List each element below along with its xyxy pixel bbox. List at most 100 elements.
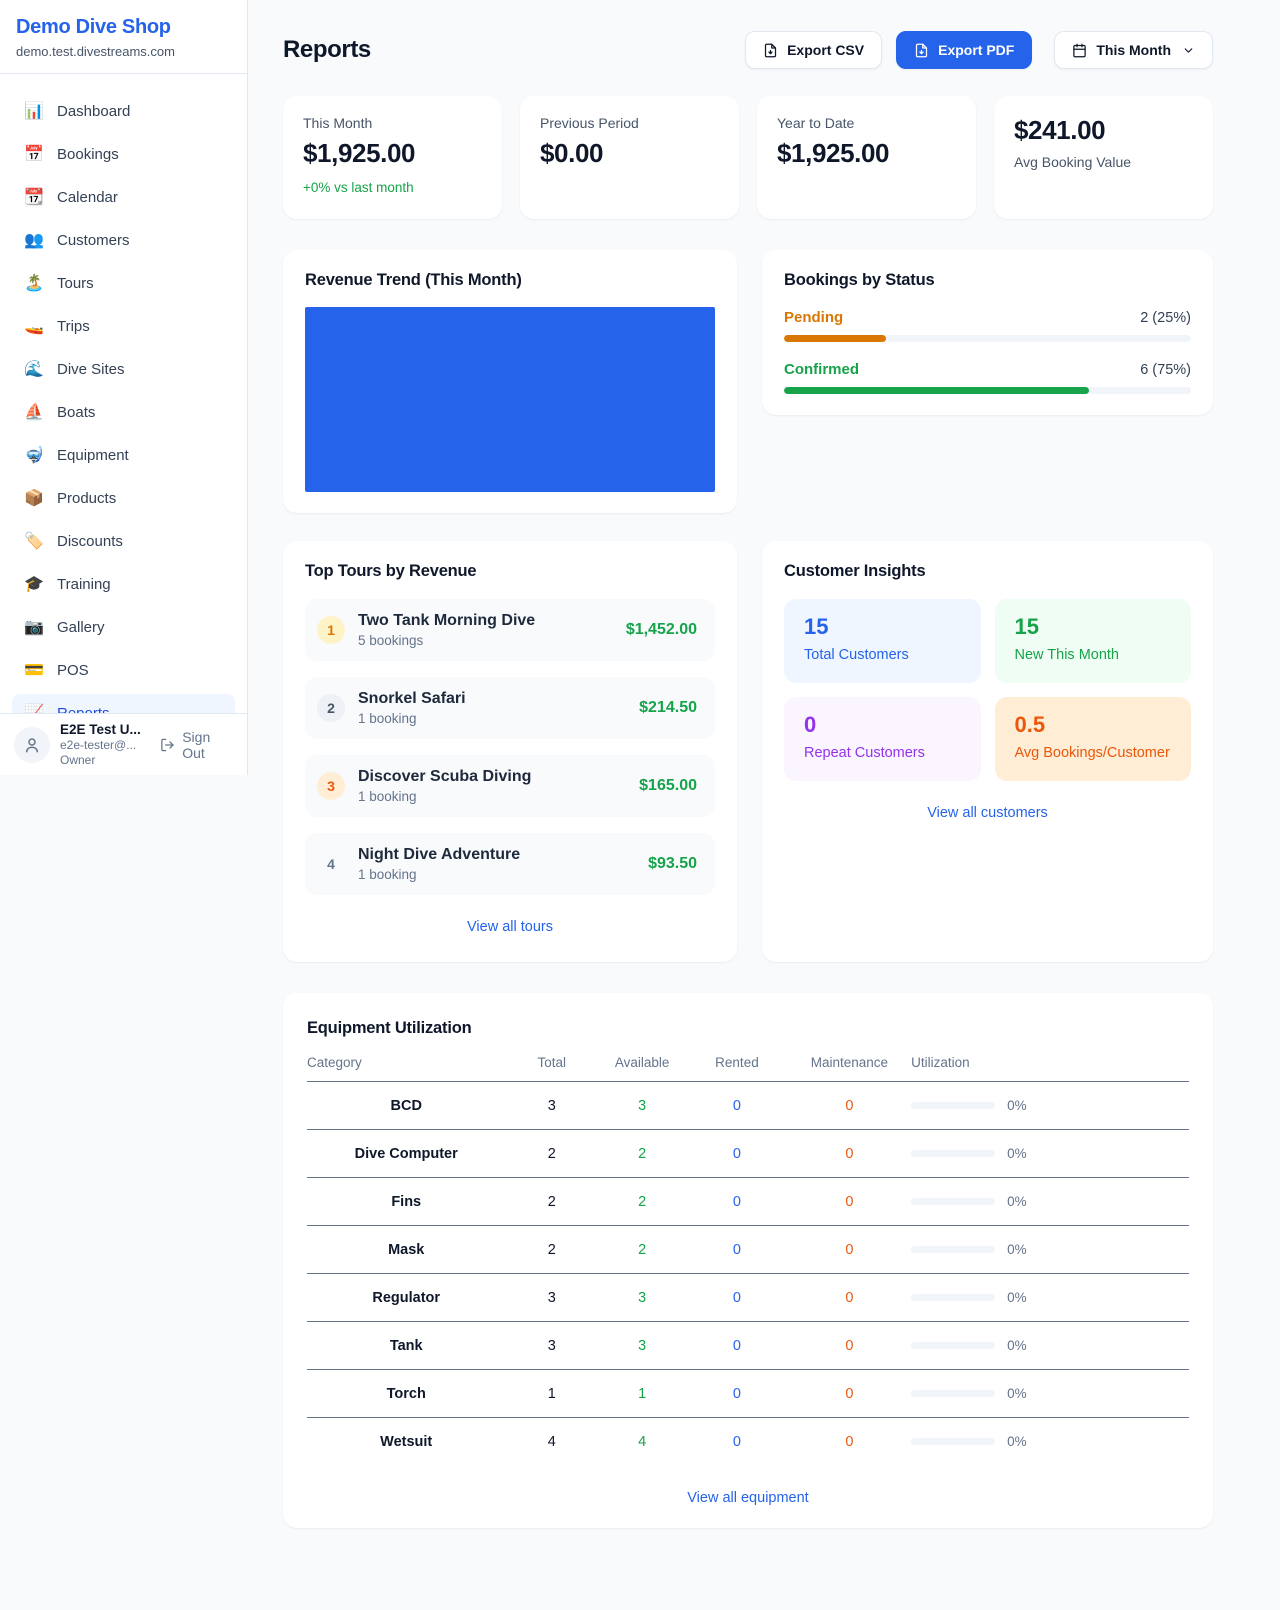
stat-card-year-to-date: Year to Date $1,925.00 [757,96,976,219]
tour-amount: $93.50 [648,855,697,872]
cell-maintenance: 0 [845,1433,854,1450]
tour-bookings: 1 booking [358,789,417,804]
column-header-category: Category [307,1055,506,1082]
view-all-customers-link[interactable]: View all customers [927,805,1048,821]
sidebar-item-customers[interactable]: 👥 Customers [12,221,235,259]
cell-available: 3 [598,1273,687,1322]
cell-total: 3 [505,1321,599,1370]
sidebar-item-trips[interactable]: 🚤 Trips [12,307,235,345]
insight-label: New This Month [1014,647,1120,663]
sidebar-item-gallery[interactable]: 📷 Gallery [12,608,235,646]
cell-available: 4 [638,1433,647,1450]
equipment-table: Category Total Available Rented Maintena… [307,1055,1189,1466]
utilization-percent: 0% [1007,1098,1027,1113]
sidebar-item-label: Discounts [57,532,123,550]
sidebar-item-tours[interactable]: 🏝️ Tours [12,264,235,302]
discounts-icon: 🏷️ [24,533,44,550]
insight-new-this-month: 15 New This Month [994,599,1191,683]
tour-bookings: 5 bookings [358,633,424,648]
revenue-trend-card: Revenue Trend (This Month) [283,250,737,513]
sidebar-item-pos[interactable]: 💳 POS [12,651,235,689]
tour-bookings: 1 booking [358,711,417,726]
sign-out-label: Sign Out [182,728,211,761]
page-title: Reports [283,36,371,63]
sidebar-item-training[interactable]: 🎓 Training [12,565,235,603]
cell-available: 3 [598,1081,687,1130]
pos-icon: 💳 [24,662,44,679]
cell-total: 2 [505,1129,599,1178]
insight-value: 0 [804,712,817,737]
column-header-total: Total [505,1055,599,1082]
stat-label: This Month [303,115,373,131]
sidebar-item-label: Calendar [57,188,118,206]
calendar-icon: 📆 [24,189,44,206]
sidebar-item-label: Dashboard [57,102,131,120]
progress-bar-track [784,387,1191,394]
utilization-bar [911,1342,996,1349]
table-row: Regulator 3 3 0 0 0% [307,1273,1189,1322]
utilization-percent: 0% [1007,1146,1027,1161]
sidebar-item-label: Bookings [57,145,119,163]
user-info: E2E Test U... e2e-tester@... Owner [60,722,146,767]
column-header-available: Available [598,1055,687,1082]
sidebar-item-boats[interactable]: ⛵ Boats [12,393,235,431]
header-actions: Export CSV Export PDF This Month [745,31,1213,69]
bookings-by-status-card: Bookings by Status Pending 2 (25%) Confi… [762,250,1213,415]
cell-maintenance: 0 [787,1129,912,1178]
sidebar-item-dashboard[interactable]: 📊 Dashboard [12,92,235,130]
table-row: Dive Computer 2 2 0 0 0% [307,1129,1189,1178]
stats-row: This Month $1,925.00 +0% vs last month P… [283,96,1213,219]
user-name: E2E Test U... [60,722,141,737]
sidebar-nav: 📊 Dashboard 📅 Bookings 📆 Calendar 👥 Customer… [0,74,247,732]
export-pdf-button[interactable]: Export PDF [896,31,1033,69]
sidebar-item-discounts[interactable]: 🏷️ Discounts [12,522,235,560]
period-label: This Month [1096,42,1171,58]
export-csv-button[interactable]: Export CSV [745,31,883,69]
tour-name: Two Tank Morning Dive [358,612,536,629]
cell-rented: 0 [732,1433,741,1450]
insight-avg-bookings: 0.5 Avg Bookings/Customer [994,697,1191,781]
brand-block: Demo Dive Shop demo.test.divestreams.com [0,0,247,74]
cell-maintenance: 0 [787,1177,912,1226]
table-header-row: Category Total Available Rented Maintena… [307,1055,1189,1082]
cell-maintenance: 0 [787,1225,912,1274]
revenue-trend-chart [305,307,715,492]
rank-badge: 1 [317,616,345,644]
cell-category: Mask [307,1225,506,1274]
sidebar-item-bookings[interactable]: 📅 Bookings [12,135,235,173]
cell-rented: 0 [686,1273,788,1322]
stat-label: Year to Date [777,115,855,131]
utilization-percent: 0% [1007,1386,1027,1401]
cell-category: Torch [307,1369,506,1418]
cell-rented: 0 [686,1081,788,1130]
utilization-bar [911,1198,996,1205]
view-all-equipment-link[interactable]: View all equipment [687,1489,809,1506]
user-email: e2e-tester@... [60,738,137,752]
period-dropdown[interactable]: This Month [1054,31,1213,69]
sidebar-item-label: Trips [57,317,90,335]
sidebar-item-products[interactable]: 📦 Products [12,479,235,517]
stat-value: $0.00 [540,138,604,168]
sidebar-item-equipment[interactable]: 🤿 Equipment [12,436,235,474]
dashboard-icon: 📊 [24,103,44,120]
sidebar-item-calendar[interactable]: 📆 Calendar [12,178,235,216]
cell-available: 2 [598,1177,687,1226]
insight-total-customers: 15 Total Customers [784,599,981,683]
rank-badge: 2 [317,694,345,722]
insight-label: Repeat Customers [804,745,925,761]
top-tours-title: Top Tours by Revenue [305,562,477,580]
calendar-icon [1073,43,1087,57]
sidebar-item-dive-sites[interactable]: 🌊 Dive Sites [12,350,235,388]
customers-icon: 👥 [24,232,44,249]
sign-out-button[interactable]: Sign Out [160,729,233,761]
stat-value: $1,925.00 [303,138,416,168]
utilization-percent: 0% [1007,1434,1027,1450]
stat-label: Previous Period [540,115,639,131]
page-header: Reports Export CSV Export PDF This Month [283,31,1213,69]
status-value: 6 (75%) [1140,361,1191,378]
cell-available: 2 [598,1225,687,1274]
view-all-tours-link[interactable]: View all tours [467,919,553,935]
rank-badge: 4 [327,856,335,872]
column-header-rented: Rented [686,1055,788,1082]
status-row-pending: Pending 2 (25%) [784,309,1191,342]
